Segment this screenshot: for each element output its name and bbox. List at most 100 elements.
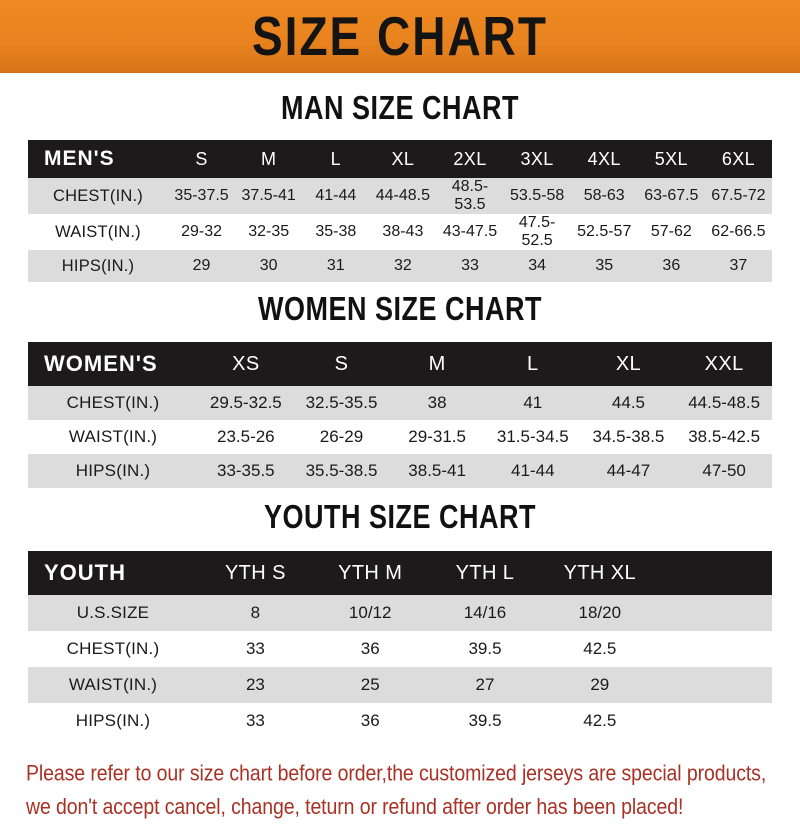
man-section-heading: MAN SIZE CHART [281,89,519,127]
table-cell: 37 [729,257,748,274]
table-cell: 29-31.5 [408,427,466,446]
table-cell: 62-66.5 [711,223,766,240]
women-row-header-label: WOMEN'S [44,351,158,376]
table-cell: 27 [475,675,495,694]
table-cell: 32-35 [248,223,290,240]
table-cell: 36 [360,639,380,658]
man-col-6xl: 6XL [721,148,756,169]
table-cell: 58-63 [583,187,625,204]
table-row: CHEST(IN.) 33 36 39.5 42.5 [28,631,772,667]
table-cell: 33 [245,639,265,658]
table-cell: 29.5-32.5 [209,393,282,412]
man-col-m: M [260,148,277,169]
table-cell: 23 [245,675,265,694]
man-size-table-wrapper: MEN'S S M L XL 2XL 3XL 4XL 5XL 6XL CHEST… [28,140,772,282]
youth-col-yth-xl: YTH XL [563,561,636,584]
footer-disclaimer: Please refer to our size chart before or… [26,757,774,824]
table-cell: 38 [427,393,447,412]
women-row-label-chest: CHEST(IN.) [66,393,160,412]
man-row-label-waist: WAIST(IN.) [55,222,141,241]
table-row: U.S.SIZE 8 10/12 14/16 18/20 [28,595,772,631]
table-cell: 48.5-53.5 [451,178,489,213]
page-title: SIZE CHART [252,5,548,67]
women-col-m: M [428,352,446,375]
table-cell [657,595,772,631]
table-cell [657,667,772,703]
table-cell: 29 [590,675,610,694]
women-col-xxl: XXL [704,352,744,375]
youth-row-label-chest: CHEST(IN.) [66,639,160,658]
page-banner: SIZE CHART [0,0,800,73]
table-cell: 44-47 [606,461,651,480]
table-cell [657,631,772,667]
footer-line-2: we don't accept cancel, change, teturn o… [26,795,684,820]
man-col-5xl: 5XL [654,148,688,169]
women-row-label-hips: HIPS(IN.) [75,461,151,480]
youth-row-label-us-size: U.S.SIZE [76,603,150,622]
table-cell: 41-44 [315,187,357,204]
women-col-xl: XL [615,352,642,375]
youth-size-table: YOUTH YTH S YTH M YTH L YTH XL U.S.SIZE … [28,551,772,739]
table-cell: 10/12 [348,603,392,622]
man-row-header-label: MEN'S [44,147,115,170]
women-col-s: S [334,352,349,375]
table-row: WAIST(IN.) 29-32 32-35 35-38 38-43 43-47… [28,214,772,250]
youth-row-label-waist: WAIST(IN.) [68,675,158,694]
youth-col-yth-s: YTH S [224,561,286,584]
youth-row-label-hips: HIPS(IN.) [75,711,151,730]
table-cell: 47.5-52.5 [518,214,556,249]
table-cell: 53.5-58 [509,187,565,204]
table-cell: 33 [461,257,479,274]
man-col-4xl: 4XL [587,148,621,169]
table-cell: 38.5-41 [408,461,466,480]
table-cell: 36 [662,257,681,274]
women-col-l: L [527,352,539,375]
table-cell: 33 [245,711,265,730]
table-cell: 47-50 [702,461,746,480]
man-col-xl: XL [391,148,415,169]
man-col-2xl: 2XL [453,148,487,169]
table-header-row: MEN'S S M L XL 2XL 3XL 4XL 5XL 6XL [28,140,772,178]
women-size-table: WOMEN'S XS S M L XL XXL CHEST(IN.) 29.5-… [28,342,772,488]
table-cell: 43-47.5 [442,223,498,240]
table-cell [657,703,772,739]
table-cell: 57-62 [650,223,692,240]
table-cell: 32.5-35.5 [305,393,378,412]
table-cell: 34 [528,257,546,274]
table-cell: 41 [523,393,543,412]
table-cell: 42.5 [583,639,617,658]
women-row-label-waist: WAIST(IN.) [68,427,158,446]
man-col-3xl: 3XL [520,148,554,169]
man-row-label-hips: HIPS(IN.) [61,256,135,275]
table-row: HIPS(IN.) 29 30 31 32 33 34 35 36 37 [28,250,772,282]
table-cell: 26-29 [319,427,364,446]
youth-section-heading: YOUTH SIZE CHART [263,498,536,536]
women-size-table-wrapper: WOMEN'S XS S M L XL XXL CHEST(IN.) 29.5-… [28,342,772,488]
youth-row-header-label: YOUTH [44,560,126,585]
footer-line-1: Please refer to our size chart before or… [26,761,767,787]
man-size-table: MEN'S S M L XL 2XL 3XL 4XL 5XL 6XL CHEST… [28,140,772,282]
table-cell: 44-48.5 [375,187,431,204]
table-cell: 32 [393,257,412,274]
table-cell: 38.5-42.5 [688,427,761,446]
table-cell: 14/16 [463,603,507,622]
table-cell: 35 [595,257,614,274]
table-cell: 63-67.5 [644,187,699,204]
table-cell: 37.5-41 [241,187,296,204]
women-col-xs: XS [232,352,260,375]
table-cell: 36 [360,711,380,730]
table-cell: 38-43 [382,223,424,240]
table-cell: 67.5-72 [711,187,766,204]
table-cell: 41-44 [511,461,555,480]
youth-col-yth-m: YTH M [338,561,403,584]
table-cell: 39.5 [468,711,502,730]
table-cell: 31 [326,257,345,274]
table-cell: 42.5 [583,711,617,730]
table-cell: 31.5-34.5 [496,427,569,446]
women-section-heading: WOMEN SIZE CHART [258,290,542,328]
table-cell: 23.5-26 [216,427,275,446]
table-cell: 29-32 [181,223,223,240]
table-cell: 33-35.5 [216,461,275,480]
table-row: CHEST(IN.) 29.5-32.5 32.5-35.5 38 41 44.… [28,386,772,420]
